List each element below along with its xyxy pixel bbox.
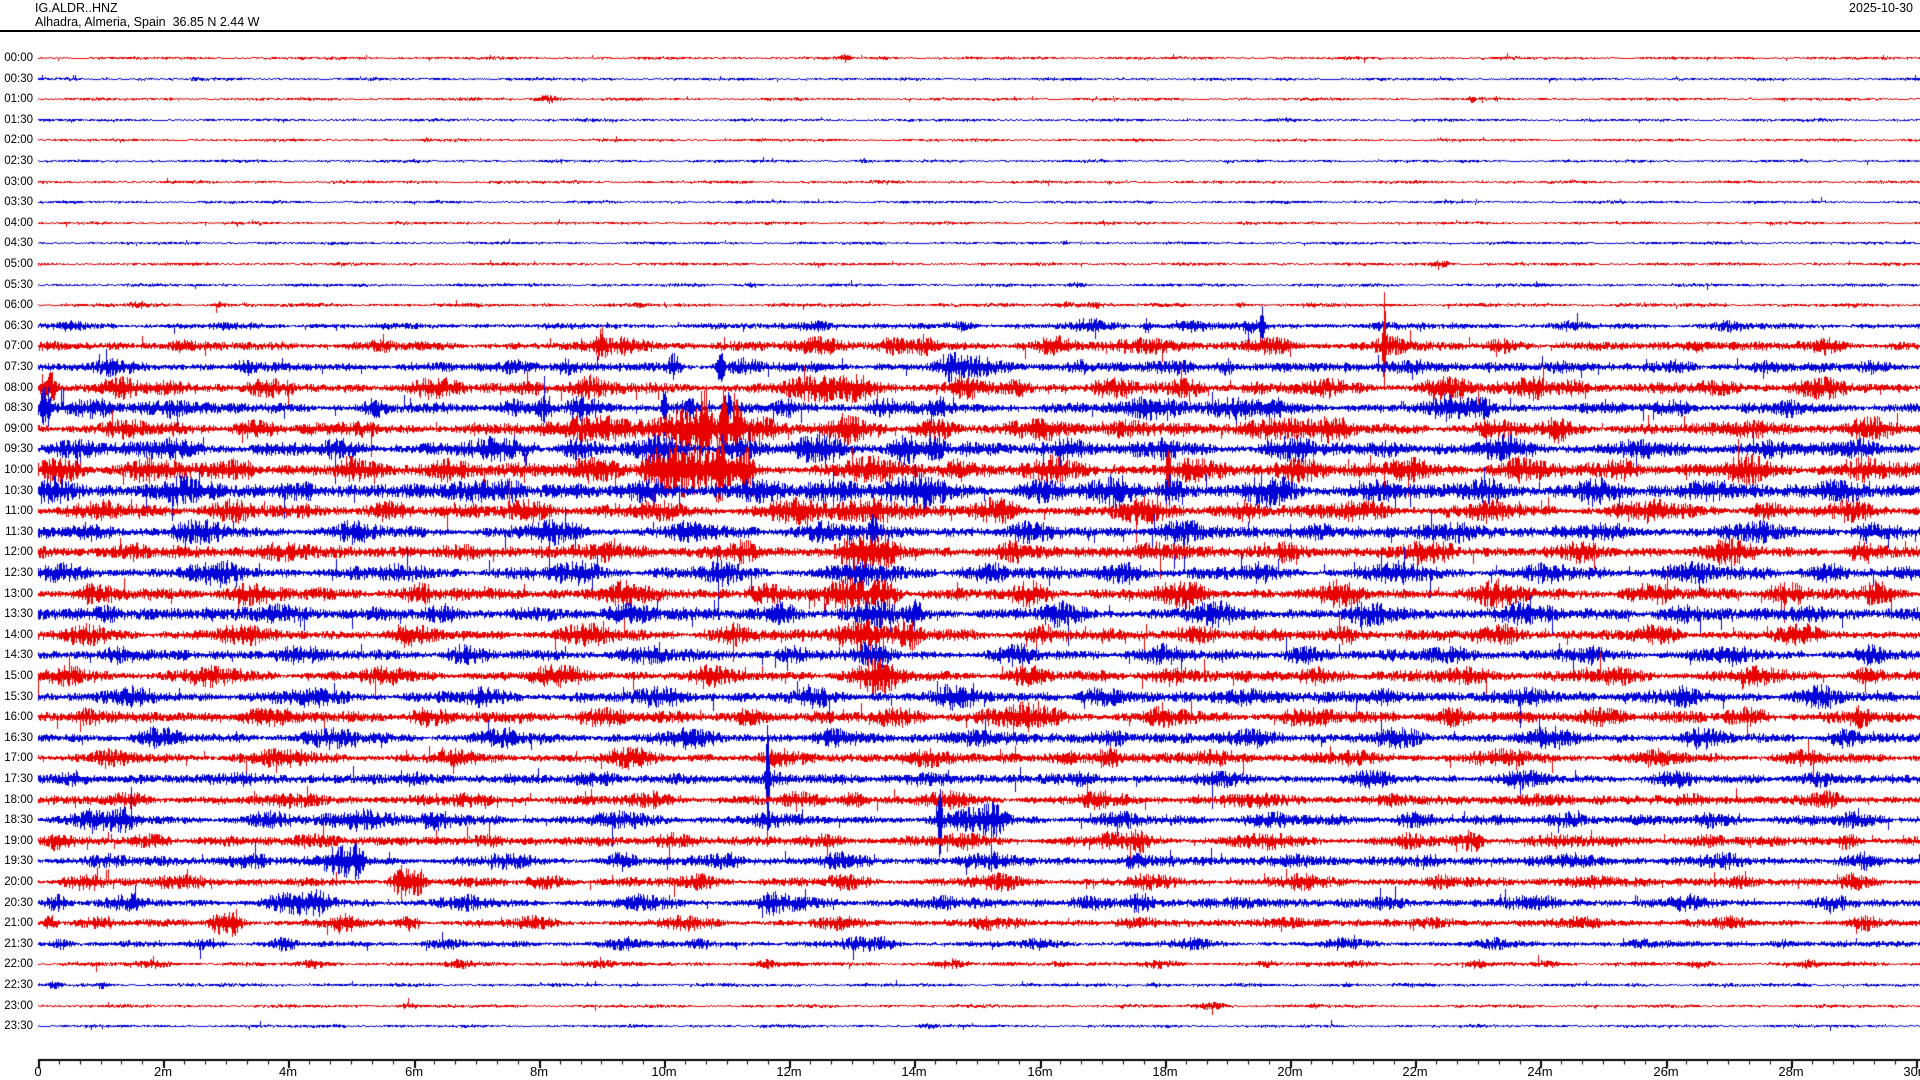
row-time-label: 16:30 bbox=[4, 732, 33, 744]
row-time-label: 14:00 bbox=[4, 629, 33, 641]
row-time-label: 06:00 bbox=[4, 299, 33, 311]
row-time-label: 04:30 bbox=[4, 237, 33, 249]
x-axis-tick-label: 2m bbox=[153, 1064, 173, 1079]
x-axis-tick-label: 14m bbox=[901, 1064, 927, 1079]
row-time-label: 04:00 bbox=[4, 217, 33, 229]
x-axis-tick-label: 18m bbox=[1152, 1064, 1178, 1079]
row-time-label: 13:30 bbox=[4, 608, 33, 620]
row-time-label: 08:00 bbox=[4, 382, 33, 394]
row-time-label: 19:30 bbox=[4, 855, 33, 867]
row-time-label: 09:00 bbox=[4, 423, 33, 435]
row-time-label: 21:30 bbox=[4, 938, 33, 950]
row-time-label: 05:30 bbox=[4, 279, 33, 291]
row-time-label: 07:30 bbox=[4, 361, 33, 373]
row-time-label: 03:00 bbox=[4, 176, 33, 188]
row-time-label: 17:00 bbox=[4, 752, 33, 764]
row-time-label: 15:00 bbox=[4, 670, 33, 682]
row-time-label: 01:30 bbox=[4, 114, 33, 126]
row-time-label: 10:00 bbox=[4, 464, 33, 476]
row-time-label: 05:00 bbox=[4, 258, 33, 270]
row-time-label: 17:30 bbox=[4, 773, 33, 785]
x-axis-tick-label: 4m bbox=[278, 1064, 298, 1079]
row-time-label: 10:30 bbox=[4, 485, 33, 497]
x-axis-tick-label: 28m bbox=[1778, 1064, 1804, 1079]
row-time-label: 11:00 bbox=[5, 505, 33, 517]
row-time-label: 22:00 bbox=[4, 958, 33, 970]
x-axis-tick-label: 22m bbox=[1402, 1064, 1428, 1079]
row-time-label: 12:00 bbox=[4, 546, 33, 558]
x-axis-tick-label: 30m bbox=[1903, 1064, 1920, 1079]
x-axis-tick-label: 12m bbox=[776, 1064, 802, 1079]
row-time-label: 00:30 bbox=[4, 73, 33, 85]
row-time-label: 11:30 bbox=[5, 526, 33, 538]
row-time-label: 13:00 bbox=[4, 588, 33, 600]
header-separator bbox=[0, 30, 1920, 32]
row-time-label: 21:00 bbox=[4, 917, 33, 929]
row-time-label: 08:30 bbox=[4, 402, 33, 414]
row-time-label: 07:00 bbox=[4, 340, 33, 352]
row-time-label: 23:30 bbox=[4, 1020, 33, 1032]
station-description: Alhadra, Almeria, Spain 36.85 N 2.44 W bbox=[35, 15, 260, 29]
row-time-label: 02:30 bbox=[4, 155, 33, 167]
row-time-label: 03:30 bbox=[4, 196, 33, 208]
row-time-label: 18:00 bbox=[4, 794, 33, 806]
row-time-label: 02:00 bbox=[4, 134, 33, 146]
row-time-label: 20:00 bbox=[4, 876, 33, 888]
channel-code: IG.ALDR..HNZ bbox=[35, 1, 118, 15]
row-time-label: 18:30 bbox=[4, 814, 33, 826]
x-axis-tick-label: 0 bbox=[34, 1064, 42, 1079]
row-time-label: 01:00 bbox=[4, 93, 33, 105]
row-time-label: 16:00 bbox=[4, 711, 33, 723]
row-time-label: 00:00 bbox=[4, 52, 33, 64]
row-time-label: 06:30 bbox=[4, 320, 33, 332]
row-time-label: 14:30 bbox=[4, 649, 33, 661]
row-time-label: 09:30 bbox=[4, 443, 33, 455]
row-time-label: 15:30 bbox=[4, 691, 33, 703]
x-axis-tick-label: 24m bbox=[1527, 1064, 1553, 1079]
x-axis-tick-label: 26m bbox=[1653, 1064, 1679, 1079]
x-axis-tick-label: 8m bbox=[529, 1064, 549, 1079]
x-axis-tick-label: 6m bbox=[404, 1064, 424, 1079]
x-axis-tick-label: 16m bbox=[1027, 1064, 1053, 1079]
row-time-label: 20:30 bbox=[4, 897, 33, 909]
x-axis-tick-label: 10m bbox=[651, 1064, 677, 1079]
row-time-label: 23:00 bbox=[4, 1000, 33, 1012]
row-time-label: 19:00 bbox=[4, 835, 33, 847]
x-axis-tick-label: 20m bbox=[1277, 1064, 1303, 1079]
row-time-label: 12:30 bbox=[4, 567, 33, 579]
row-time-label: 22:30 bbox=[4, 979, 33, 991]
date-label: 2025-10-30 bbox=[1849, 1, 1913, 15]
